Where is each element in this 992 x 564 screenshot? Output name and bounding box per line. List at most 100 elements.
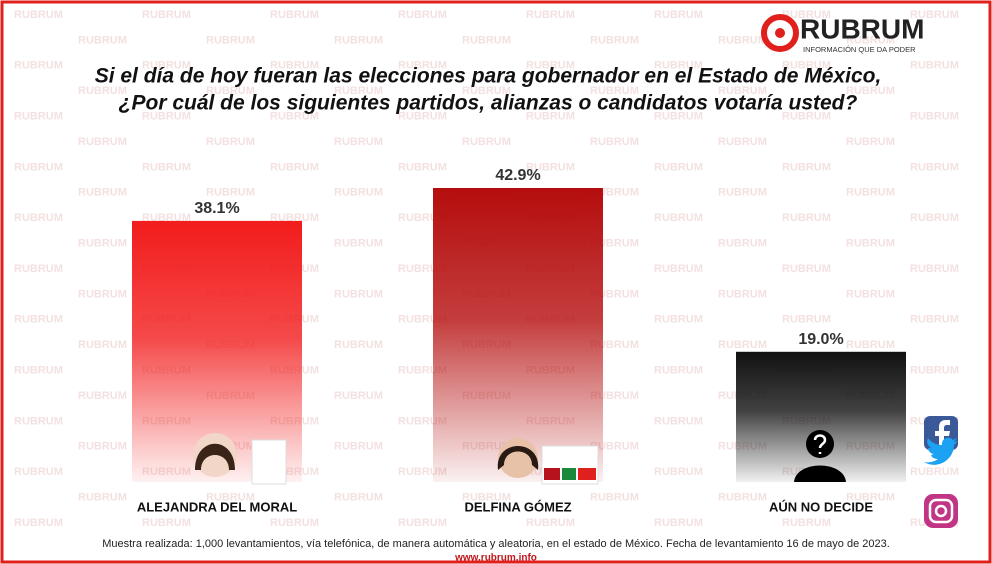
watermark: RUBRUM xyxy=(782,517,831,529)
watermark: RUBRUM xyxy=(14,263,63,275)
watermark: RUBRUM xyxy=(398,9,447,21)
watermark: RUBRUM xyxy=(270,161,319,173)
watermark: RUBRUM xyxy=(846,187,895,199)
watermark: RUBRUM xyxy=(526,9,575,21)
website: www.rubrum.info xyxy=(454,553,537,564)
candidate-hair xyxy=(195,443,235,470)
twitter-icon[interactable] xyxy=(924,437,958,465)
watermark: RUBRUM xyxy=(590,34,639,46)
bar xyxy=(433,188,603,482)
watermark: RUBRUM xyxy=(910,212,959,224)
watermark: RUBRUM xyxy=(782,314,831,326)
watermark: RUBRUM xyxy=(78,390,127,402)
unknown-head xyxy=(806,430,834,458)
watermark: RUBRUM xyxy=(334,85,383,97)
watermark: RUBRUM xyxy=(206,136,255,148)
candidate-photo xyxy=(498,438,538,478)
watermark: RUBRUM xyxy=(270,60,319,72)
candidate-hair xyxy=(497,446,539,470)
value-label: 38.1% xyxy=(194,200,239,217)
watermark: RUBRUM xyxy=(654,212,703,224)
party-logo xyxy=(544,468,560,480)
watermark: RUBRUM xyxy=(782,60,831,72)
watermark: RUBRUM xyxy=(334,288,383,300)
watermark: RUBRUM xyxy=(270,9,319,21)
watermark: RUBRUM xyxy=(910,161,959,173)
unknown-body xyxy=(794,465,846,482)
watermark: RUBRUM xyxy=(654,365,703,377)
logo-tagline: INFORMACIÓN QUE DA PODER xyxy=(803,45,916,54)
watermark: RUBRUM xyxy=(654,415,703,427)
watermark: RUBRUM xyxy=(334,339,383,351)
bar xyxy=(736,351,906,482)
watermark: RUBRUM xyxy=(654,263,703,275)
watermark: RUBRUM xyxy=(206,187,255,199)
footnote: Muestra realizada: 1,000 levantamientos,… xyxy=(102,538,890,550)
watermark: RUBRUM xyxy=(846,34,895,46)
watermark: RUBRUM xyxy=(782,111,831,123)
watermark: RUBRUM xyxy=(398,60,447,72)
logo-ring xyxy=(761,14,799,52)
facebook-glyph xyxy=(935,420,950,450)
watermark: RUBRUM xyxy=(590,492,639,504)
alliance-logo xyxy=(251,439,287,485)
watermark: RUBRUM xyxy=(654,314,703,326)
value-label: 42.9% xyxy=(495,167,540,184)
watermark: RUBRUM xyxy=(398,111,447,123)
watermark: RUBRUM xyxy=(910,111,959,123)
watermark: RUBRUM xyxy=(846,85,895,97)
watermark: RUBRUM xyxy=(334,187,383,199)
category-label: ALEJANDRA DEL MORAL xyxy=(137,499,297,514)
watermark: RUBRUM xyxy=(14,365,63,377)
watermark: RUBRUM xyxy=(718,288,767,300)
watermark: RUBRUM xyxy=(78,288,127,300)
watermark: RUBRUM xyxy=(526,60,575,72)
watermark: RUBRUM xyxy=(462,34,511,46)
watermark: RUBRUM xyxy=(334,390,383,402)
watermark: RUBRUM xyxy=(718,34,767,46)
watermark: RUBRUM xyxy=(846,492,895,504)
watermark: RUBRUM xyxy=(718,136,767,148)
watermark: RUBRUM xyxy=(718,187,767,199)
watermark: RUBRUM xyxy=(334,492,383,504)
watermark: RUBRUM xyxy=(270,111,319,123)
unknown-mark xyxy=(813,434,827,454)
watermark: RUBRUM xyxy=(142,161,191,173)
watermark: RUBRUM xyxy=(654,111,703,123)
title-line: ¿Por cuál de los siguientes partidos, al… xyxy=(119,92,858,115)
watermark: RUBRUM xyxy=(462,492,511,504)
watermark: RUBRUM xyxy=(78,85,127,97)
watermark: RUBRUM xyxy=(14,111,63,123)
instagram-lens xyxy=(934,504,948,518)
category-label: DELFINA GÓMEZ xyxy=(464,499,571,514)
watermark: RUBRUM xyxy=(78,492,127,504)
watermark: RUBRUM xyxy=(142,111,191,123)
watermark: RUBRUM xyxy=(334,238,383,250)
watermark: RUBRUM xyxy=(462,85,511,97)
watermark: RUBRUM xyxy=(142,517,191,529)
watermark: RUBRUM xyxy=(78,187,127,199)
watermark: RUBRUM xyxy=(654,161,703,173)
instagram-glyph xyxy=(928,498,954,524)
watermark: RUBRUM xyxy=(654,9,703,21)
party-logo xyxy=(578,468,596,480)
watermark: RUBRUM xyxy=(78,441,127,453)
watermark: RUBRUM xyxy=(910,365,959,377)
watermark: RUBRUM xyxy=(718,238,767,250)
watermark: RUBRUM xyxy=(14,161,63,173)
watermark: RUBRUM xyxy=(910,9,959,21)
watermark: RUBRUM xyxy=(14,212,63,224)
watermark: RUBRUM xyxy=(846,339,895,351)
watermark: RUBRUM xyxy=(590,85,639,97)
watermark: RUBRUM xyxy=(654,60,703,72)
logo-name: RUBRUM xyxy=(800,13,924,44)
watermark: RUBRUM xyxy=(462,136,511,148)
watermark: RUBRUM xyxy=(782,263,831,275)
logo-dot xyxy=(775,28,785,38)
watermark: RUBRUM xyxy=(910,314,959,326)
value-label: 19.0% xyxy=(798,331,843,348)
watermark: RUBRUM xyxy=(14,466,63,478)
watermark: RUBRUM xyxy=(142,60,191,72)
